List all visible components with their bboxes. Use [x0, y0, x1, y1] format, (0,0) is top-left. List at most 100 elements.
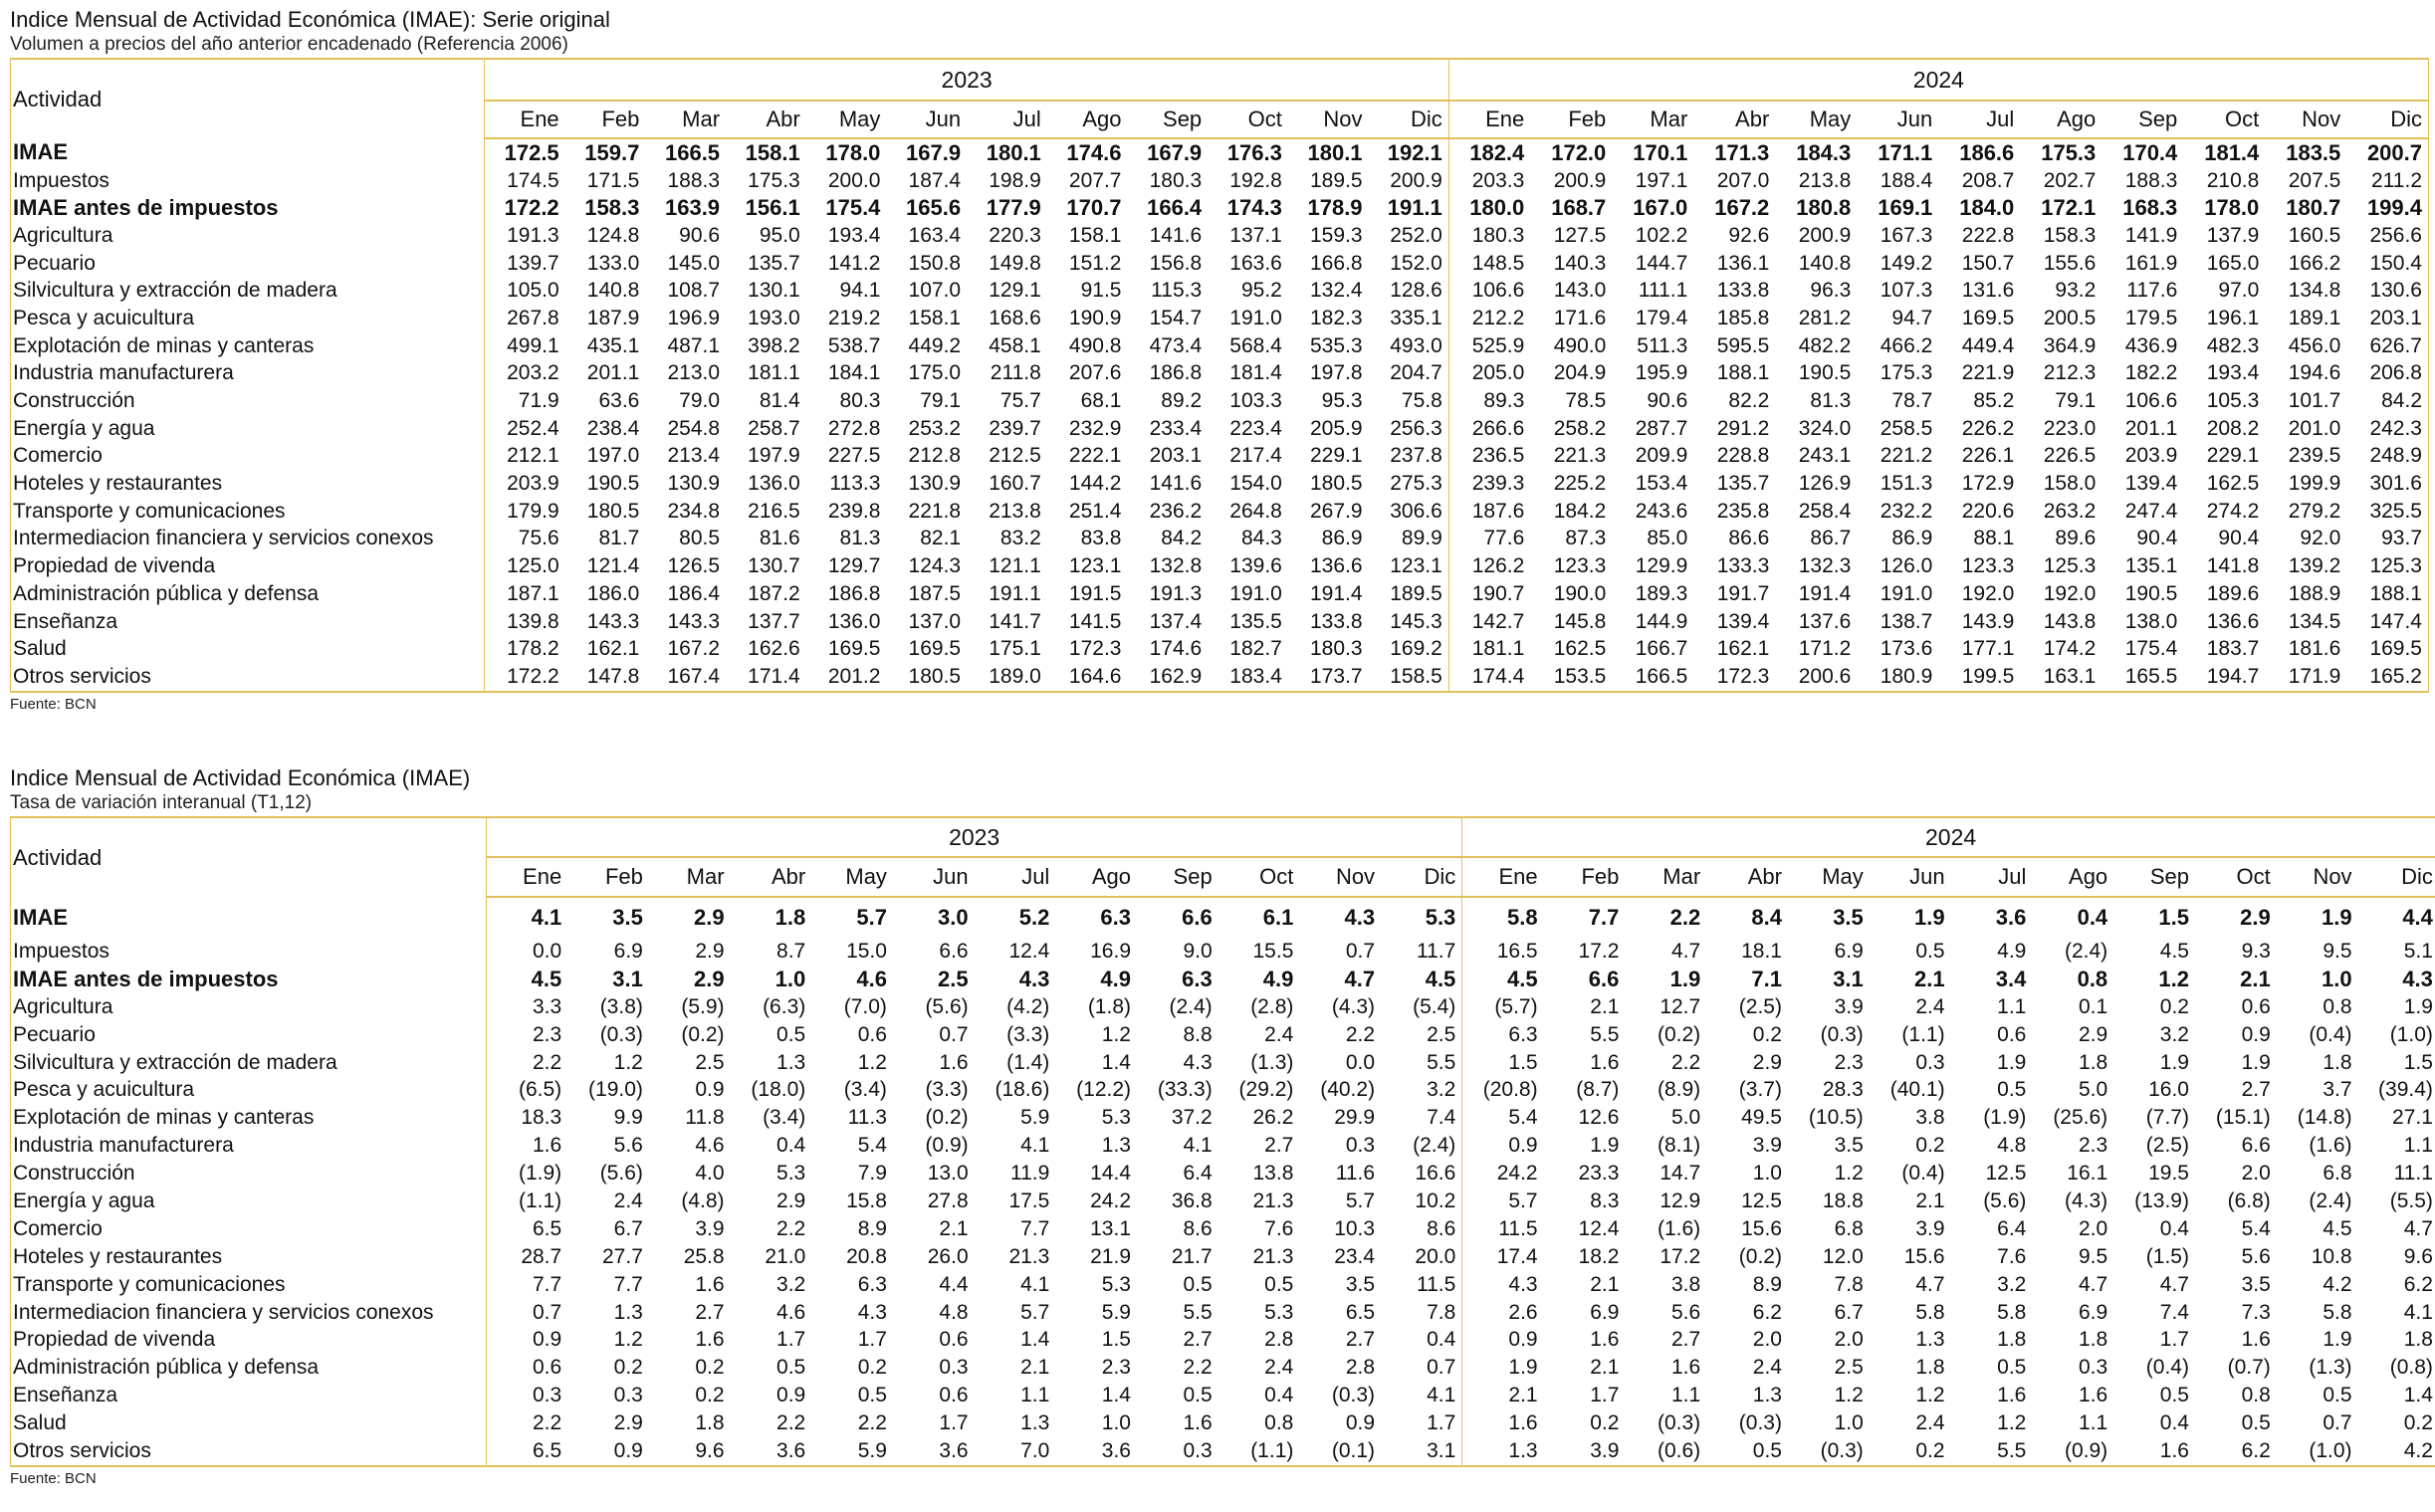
value-cell: 158.5: [1368, 663, 1449, 693]
value-cell: 2.2: [1345, 1022, 1376, 1046]
value-cell: 0.9: [567, 1437, 649, 1467]
value-cell: 2.9: [776, 1188, 806, 1212]
value-cell: 2.8: [1264, 1328, 1294, 1352]
value-cell: 138.0: [2124, 609, 2178, 633]
value-cell: 267.8: [484, 305, 565, 332]
value-cell: 182.2: [2124, 361, 2178, 385]
value-cell: 227.5: [827, 444, 881, 468]
value-cell: (0.4): [2145, 1356, 2189, 1380]
value-cell: (20.8): [1461, 1076, 1544, 1105]
value-cell: 134.5: [2288, 609, 2341, 633]
value-cell: 1.3: [1752, 1384, 1782, 1407]
value-cell: 139.4: [2124, 472, 2178, 496]
value-cell: 2.6: [1461, 1298, 1544, 1327]
value-cell: 9.9: [613, 1106, 643, 1130]
value-cell: 2.3: [486, 1020, 568, 1049]
value-cell: 82.2: [1728, 389, 1770, 413]
value-cell: 200.9: [1798, 223, 1852, 247]
value-cell: 158.1: [908, 306, 962, 329]
value-cell: 1.9: [2159, 1050, 2189, 1074]
value-cell: 132.3: [1798, 554, 1852, 578]
value-cell: 166.2: [2288, 251, 2341, 275]
value-cell: 167.2: [667, 637, 721, 661]
value-cell: 5.5: [1950, 1437, 2033, 1467]
table-row: Explotación de minas y canteras 499.1 435.…: [9, 331, 2430, 360]
value-cell: (0.3): [1738, 1411, 1782, 1435]
value-cell: 5.4: [857, 1134, 887, 1158]
activity-label: Otros servicios: [10, 1437, 487, 1467]
value-cell: 162.5: [1553, 637, 1607, 661]
value-cell: 1.9: [2321, 905, 2352, 930]
value-cell: 2.3: [2078, 1134, 2108, 1158]
value-cell: 172.3: [1693, 663, 1776, 693]
value-cell: 5.3: [776, 1162, 806, 1186]
value-cell: 139.4: [1716, 609, 1770, 633]
value-cell: (18.0): [751, 1078, 806, 1102]
value-cell: 226.1: [1961, 444, 2015, 468]
value-cell: 139.6: [1229, 554, 1282, 578]
month-header: Jul: [1938, 101, 2021, 139]
value-cell: 4.5: [1425, 966, 1456, 991]
value-cell: 199.9: [2288, 472, 2341, 496]
value-cell: 0.6: [2241, 994, 2271, 1018]
value-cell: 14.7: [1660, 1162, 1701, 1186]
value-cell: 84.2: [1161, 527, 1203, 550]
value-cell: 78.5: [1565, 389, 1607, 413]
value-cell: 105.0: [484, 277, 565, 306]
value-cell: 243.1: [1798, 444, 1852, 468]
value-cell: 5.8: [1997, 1300, 2027, 1324]
value-cell: (40.2): [1320, 1078, 1376, 1102]
value-cell: 0.3: [1915, 1050, 1945, 1074]
value-cell: 15.6: [1903, 1244, 1945, 1268]
value-cell: 4.4: [2357, 897, 2435, 938]
value-cell: 79.1: [2055, 389, 2097, 413]
value-cell: 3.5: [2241, 1272, 2271, 1296]
value-cell: (8.7): [1576, 1078, 1620, 1102]
value-cell: (4.2): [1006, 994, 1050, 1018]
table-row: IMAE 172.5 159.7 166.5 158.1 178.0 167.9 180.1 1…: [9, 138, 2430, 167]
value-cell: 2.1: [2240, 966, 2271, 991]
value-cell: 1.4: [1020, 1328, 1050, 1352]
month-header: Jul: [974, 857, 1056, 898]
value-cell: 1.6: [2113, 1437, 2195, 1467]
value-cell: 2.2: [1183, 1356, 1213, 1380]
value-cell: 200.0: [827, 168, 881, 192]
value-cell: 81.4: [759, 389, 800, 413]
value-cell: 239.5: [2288, 444, 2341, 468]
value-cell: 4.2: [2323, 1272, 2352, 1296]
value-cell: 5.3: [1101, 1272, 1131, 1296]
value-cell: 167.9: [906, 139, 962, 165]
value-cell: 94.7: [1891, 306, 1933, 329]
value-cell: 232.9: [1068, 416, 1122, 440]
value-cell: 1.2: [1915, 1384, 1945, 1407]
value-cell: 0.5: [776, 1356, 806, 1380]
value-cell: 222.8: [1961, 223, 2015, 247]
activity-label: Pecuario: [9, 249, 485, 278]
value-cell: 169.2: [1390, 637, 1442, 661]
month-header: Ene: [1461, 857, 1544, 898]
value-cell: 1.3: [613, 1300, 643, 1324]
value-cell: 3.2: [2159, 1022, 2189, 1046]
value-cell: 187.5: [908, 581, 962, 605]
value-cell: 18.2: [1578, 1244, 1620, 1268]
value-cell: 233.4: [1149, 416, 1203, 440]
value-cell: 201.1: [2124, 416, 2178, 440]
value-cell: (8.1): [1658, 1134, 1701, 1158]
value-cell: (0.2): [925, 1106, 969, 1130]
value-cell: 18.8: [1822, 1188, 1864, 1212]
month-header: Abr: [1693, 101, 1776, 139]
value-cell: 129.7: [827, 554, 881, 578]
value-cell: 4.6: [776, 1300, 806, 1324]
activity-label: Comercio: [10, 1214, 487, 1243]
value-cell: 186.8: [1149, 361, 1203, 385]
value-cell: 243.6: [1635, 499, 1688, 523]
value-cell: 7.4: [2159, 1300, 2189, 1324]
value-cell: 1.6: [486, 1132, 568, 1161]
table-row: Comercio 6.5 6.7 3.9 2.2 8.9 2.1 7.7 13.1 8.6 7.6 1…: [10, 1214, 2435, 1243]
value-cell: (0.4): [2309, 1022, 2352, 1046]
value-cell: 10.8: [2311, 1244, 2352, 1268]
value-cell: 3.1: [1381, 1437, 1462, 1467]
value-cell: 203.1: [1149, 444, 1203, 468]
value-cell: 267.9: [1309, 499, 1363, 523]
value-cell: 180.0: [1447, 194, 1531, 223]
